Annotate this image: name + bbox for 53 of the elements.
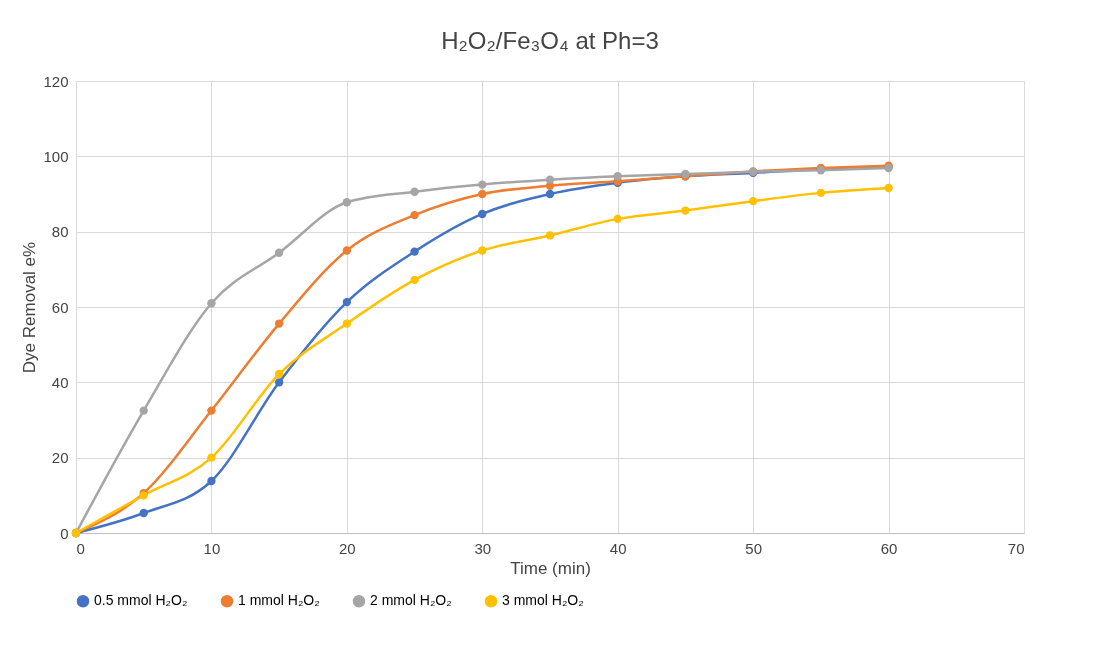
x-tick-label: 0 <box>76 539 85 557</box>
point <box>478 189 487 199</box>
point <box>748 196 758 206</box>
y-tick-label: 60 <box>51 298 69 316</box>
point <box>410 187 419 196</box>
x-tick-label: 60 <box>880 539 898 557</box>
point <box>410 275 419 285</box>
x-tick-label: 10 <box>203 539 221 557</box>
y-tick-label: 120 <box>43 72 69 90</box>
x-tick-label: 30 <box>474 539 492 557</box>
y-tick-label: 40 <box>51 373 69 391</box>
point <box>478 209 487 219</box>
y-tick-label: 100 <box>43 147 69 165</box>
point <box>274 369 284 379</box>
x-tick-label: 20 <box>339 539 356 557</box>
x-axis-title: Time (min) <box>510 558 591 578</box>
x-tick-label: 70 <box>1007 539 1025 557</box>
point <box>274 319 284 328</box>
y-tick-label: 80 <box>51 223 69 241</box>
point <box>342 297 352 307</box>
point <box>207 406 216 415</box>
point <box>884 183 893 193</box>
legend-label: 3 mmol H₂O₂ <box>502 592 584 609</box>
point <box>207 476 216 486</box>
point <box>613 172 622 181</box>
y-tick-label: 20 <box>51 449 69 467</box>
point <box>410 210 419 220</box>
point <box>478 246 487 255</box>
point <box>816 188 826 198</box>
point <box>274 378 284 387</box>
legend-label: 2 mmol H₂O₂ <box>370 592 452 609</box>
legend-label: 1 mmol H₂O₂ <box>238 592 320 609</box>
point <box>681 206 690 215</box>
point <box>545 175 555 184</box>
point <box>478 180 487 189</box>
y-tick-label: 0 <box>60 524 69 542</box>
point <box>342 246 352 255</box>
point <box>207 453 216 462</box>
point <box>342 198 352 207</box>
legend-label: 0.5 mmol H₂O₂ <box>94 592 188 609</box>
point <box>342 319 352 328</box>
point <box>545 231 555 240</box>
point <box>410 247 419 256</box>
point <box>139 406 148 415</box>
x-tick-label: 40 <box>609 539 627 557</box>
x-tick-label: 50 <box>745 539 762 557</box>
point <box>613 214 622 224</box>
point <box>139 508 148 518</box>
point <box>274 248 284 257</box>
point <box>207 299 216 308</box>
chart-title: H₂O₂/Fe₃O₄ at Ph=3 <box>441 27 659 54</box>
point <box>545 189 555 199</box>
y-axis-title: Dye Removal e% <box>20 241 40 374</box>
